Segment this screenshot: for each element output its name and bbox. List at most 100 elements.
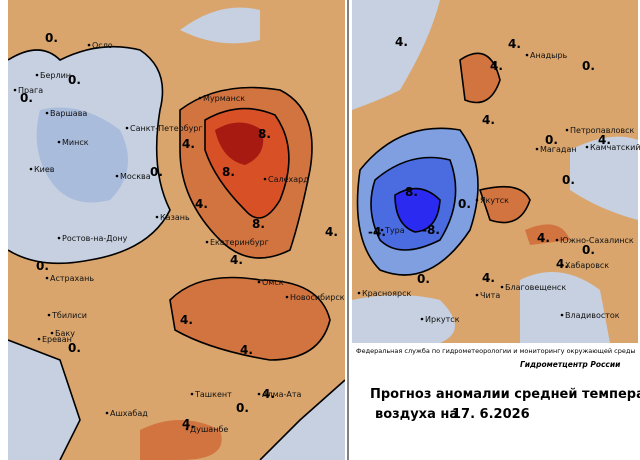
city-label: Петропавловск: [570, 126, 635, 135]
city-dot: [263, 177, 267, 181]
center: Гидрометцентр России: [520, 360, 621, 369]
city-dot: [525, 53, 529, 57]
left-map: [8, 0, 345, 460]
agency: Федеральная служба по гидрометеорологии …: [356, 347, 636, 355]
city-label: Тура: [384, 226, 405, 235]
contour-label: 4.: [182, 137, 195, 151]
contour-label: 0.: [417, 272, 430, 286]
city-dot: [115, 174, 119, 178]
city-label: Новосибирск: [290, 293, 345, 302]
city-label: Хабаровск: [565, 261, 609, 270]
city-dot: [257, 280, 261, 284]
city-label: Иркутск: [425, 315, 460, 324]
city-dot: [13, 88, 17, 92]
city-dot: [57, 236, 61, 240]
contour-label: 0.: [36, 259, 49, 273]
city-dot: [535, 147, 539, 151]
city-label: Казань: [160, 213, 190, 222]
contour-label: 0.: [68, 341, 81, 355]
city-label: Ташкент: [194, 390, 232, 399]
contour-label: 0.: [545, 133, 558, 147]
city-dot: [35, 73, 39, 77]
contour-label: 8.: [405, 185, 418, 199]
city-label: Мурманск: [203, 94, 245, 103]
city-label: Омск: [262, 278, 284, 287]
city-dot: [205, 240, 209, 244]
contour-label: 4.: [395, 35, 408, 49]
city-dot: [565, 128, 569, 132]
city-label: Осло: [92, 41, 113, 50]
city-label: Астрахань: [50, 274, 94, 283]
contour-label: 8.: [252, 217, 265, 231]
contour-label: 0.: [236, 401, 249, 415]
city-dot: [555, 238, 559, 242]
city-dot: [105, 411, 109, 415]
contour-label: 0.: [68, 73, 81, 87]
contour-label: 4.: [240, 343, 253, 357]
contour-label: 8.: [222, 165, 235, 179]
city-label: Минск: [62, 138, 89, 147]
city-label: Владивосток: [565, 311, 620, 320]
city-label: Екатеринбург: [210, 238, 269, 247]
city-dot: [357, 291, 361, 295]
contour-label: 4.: [325, 225, 338, 239]
city-label: Чита: [480, 291, 500, 300]
contour-label: 0.: [150, 165, 163, 179]
city-dot: [500, 285, 504, 289]
city-dot: [37, 337, 41, 341]
contour-label: 4.: [482, 113, 495, 127]
contour-label: 4.: [195, 197, 208, 211]
city-dot: [190, 392, 194, 396]
city-label: Южно-Сахалинск: [560, 236, 634, 245]
city-dot: [560, 313, 564, 317]
contour-label: 4.: [180, 313, 193, 327]
city-dot: [380, 228, 384, 232]
contour-label: -8.: [422, 223, 440, 237]
city-label: Камчатский: [590, 143, 640, 152]
city-label: Ростов-на-Дону: [62, 234, 128, 243]
city-dot: [87, 43, 91, 47]
city-label: Якутск: [480, 196, 509, 205]
city-dot: [585, 145, 589, 149]
city-dot: [420, 317, 424, 321]
city-label: Варшава: [50, 109, 87, 118]
city-dot: [125, 126, 129, 130]
contour-label: 4.: [230, 253, 243, 267]
city-dot: [285, 295, 289, 299]
city-label: Киев: [34, 165, 55, 174]
city-dot: [57, 140, 61, 144]
city-dot: [198, 96, 202, 100]
city-dot: [29, 167, 33, 171]
contour-label: 4.: [262, 387, 275, 401]
city-label: Анадырь: [530, 51, 568, 60]
city-dot: [45, 276, 49, 280]
contour-label: 0.: [458, 197, 471, 211]
city-label: Берлин: [40, 71, 71, 80]
city-label: Санкт-Петербург: [130, 124, 203, 133]
city-label: Благовещенск: [505, 283, 566, 292]
right-map: [352, 0, 638, 343]
contour-label: -4.: [368, 225, 386, 239]
city-label: Алма-Ата: [262, 390, 302, 399]
city-label: Красноярск: [362, 289, 411, 298]
city-label: Ашхабад: [110, 409, 148, 418]
city-label: Ереван: [42, 335, 72, 344]
city-dot: [47, 313, 51, 317]
city-label: Душанбе: [190, 425, 228, 434]
contour-label: 4.: [490, 59, 503, 73]
city-dot: [45, 111, 49, 115]
contour-label: 4.: [182, 417, 195, 431]
city-dot: [257, 392, 261, 396]
title-line1: Прогноз аномалии средней температуры: [370, 387, 640, 402]
contour-label: 0.: [582, 59, 595, 73]
contour-label: 0.: [562, 173, 575, 187]
contour-label: 0.: [582, 243, 595, 257]
city-label: Магадан: [540, 145, 577, 154]
city-dot: [155, 215, 159, 219]
contour-label: 0.: [20, 91, 33, 105]
title-date: 17. 6.2026: [452, 407, 530, 422]
city-dot: [475, 293, 479, 297]
contour-label: 4.: [537, 231, 550, 245]
city-label: Тбилиси: [51, 311, 87, 320]
